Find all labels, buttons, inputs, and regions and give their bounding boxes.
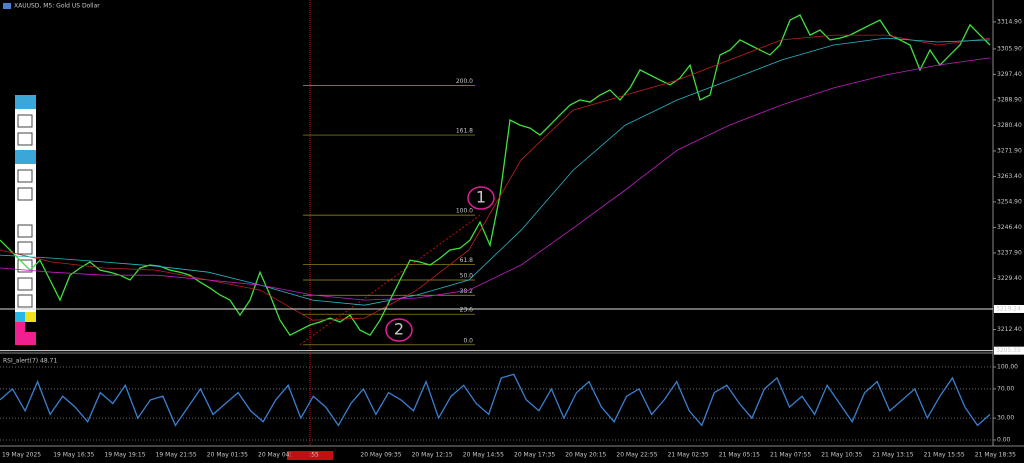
y-tick-label: 3237.90 xyxy=(997,249,1022,256)
fib-label: 100.0 xyxy=(456,208,473,215)
color-magenta[interactable] xyxy=(15,322,25,332)
fib-label: 38.2 xyxy=(460,288,474,295)
price-level-tag xyxy=(994,346,1024,355)
tool-cursor[interactable] xyxy=(17,114,33,128)
color-pink[interactable] xyxy=(15,332,36,345)
color-black[interactable] xyxy=(25,322,36,332)
x-tick-label: 21 May 10:35 xyxy=(821,452,862,459)
x-tick-label: 20 May 17:35 xyxy=(514,452,555,459)
tool-screenshot[interactable] xyxy=(17,277,33,291)
fib-label: 23.6 xyxy=(460,307,474,314)
y-tick-label: 3263.40 xyxy=(997,173,1022,180)
x-tick-label: :55 xyxy=(309,452,319,459)
x-tick-label: 21 May 13:15 xyxy=(872,452,913,459)
x-tick-label: 20 May 20:15 xyxy=(565,452,606,459)
tool-eye[interactable] xyxy=(15,95,36,109)
symbol-icon xyxy=(3,3,11,9)
time-marker-label xyxy=(287,451,333,460)
x-tick-label: 21 May 15:55 xyxy=(924,452,965,459)
y-tick-label: 3229.40 xyxy=(997,275,1022,282)
y-tick-label: 70.00 xyxy=(997,385,1014,392)
x-tick-label: 20 May 01:35 xyxy=(207,452,248,459)
y-tick-label: 0.00 xyxy=(997,437,1011,444)
ma-line xyxy=(0,34,991,321)
color-cyan[interactable] xyxy=(15,312,25,322)
y-tick-label: 30.00 xyxy=(997,415,1014,422)
x-tick-label: 21 May 02:35 xyxy=(668,452,709,459)
fib-label: 50.0 xyxy=(460,272,474,279)
x-tick-label: 21 May 05:15 xyxy=(719,452,760,459)
y-tick-label: 3305.90 xyxy=(997,45,1022,52)
x-tick-label: 20 May 09:35 xyxy=(360,452,401,459)
price-level-tag xyxy=(994,304,1024,313)
annotation-circle xyxy=(467,186,495,210)
tool-clipboard[interactable] xyxy=(17,294,33,308)
price-level-label: 3219.24 xyxy=(996,305,1021,312)
tool-pen[interactable] xyxy=(15,150,36,164)
x-tick-label: 20 May 22:55 xyxy=(616,452,657,459)
x-tick-label: 19 May 19:15 xyxy=(104,452,145,459)
x-tick-label: 20 May 04: xyxy=(258,452,292,459)
indicator-title: RSI_alert(7) 48.71 xyxy=(3,358,57,365)
y-tick-label: 3280.40 xyxy=(997,122,1022,129)
y-tick-label: 3297.40 xyxy=(997,71,1022,78)
y-tick-label: 100.00 xyxy=(997,364,1018,371)
price-line xyxy=(0,14,991,337)
x-tick-label: 19 May 16:35 xyxy=(53,452,94,459)
tool-delete[interactable] xyxy=(17,241,33,255)
y-tick-label: 3246.40 xyxy=(997,224,1022,231)
annotation-label: 2 xyxy=(394,320,404,339)
tool-line[interactable] xyxy=(17,169,33,183)
y-tick-label: 3314.90 xyxy=(997,18,1022,25)
price-line xyxy=(0,373,991,427)
x-tick-label: 19 May 2025 xyxy=(2,452,41,459)
fib-label: 200.0 xyxy=(456,78,473,85)
color-yellow[interactable] xyxy=(25,312,36,322)
tool-cart[interactable] xyxy=(17,259,33,273)
fib-label: 161.8 xyxy=(456,128,473,135)
y-tick-label: 3212.40 xyxy=(997,326,1022,333)
toolbar xyxy=(15,95,36,345)
price-level-label: 3205.35 xyxy=(996,347,1021,354)
chart-title: XAUUSD, M5: Gold US Dollar xyxy=(14,3,100,10)
y-tick-label: 3254.90 xyxy=(997,198,1022,205)
tool-ruler[interactable] xyxy=(17,187,33,201)
ma-line xyxy=(0,37,991,306)
ma-line xyxy=(0,57,991,301)
x-tick-label: 20 May 12:15 xyxy=(412,452,453,459)
fib-label: 0.0 xyxy=(463,337,473,344)
y-tick-label: 3271.90 xyxy=(997,147,1022,154)
tool-undo[interactable] xyxy=(17,224,33,238)
x-tick-label: 19 May 21:55 xyxy=(156,452,197,459)
x-tick-label: 21 May 18:35 xyxy=(975,452,1016,459)
tool-crosshair[interactable] xyxy=(17,132,33,146)
x-tick-label: 20 May 14:55 xyxy=(463,452,504,459)
fib-label: 61.8 xyxy=(460,257,474,264)
annotation-label: 1 xyxy=(476,188,486,207)
y-tick-label: 3288.90 xyxy=(997,96,1022,103)
fib-trend xyxy=(299,214,481,346)
annotation-circle xyxy=(385,318,413,342)
x-tick-label: 21 May 07:55 xyxy=(770,452,811,459)
